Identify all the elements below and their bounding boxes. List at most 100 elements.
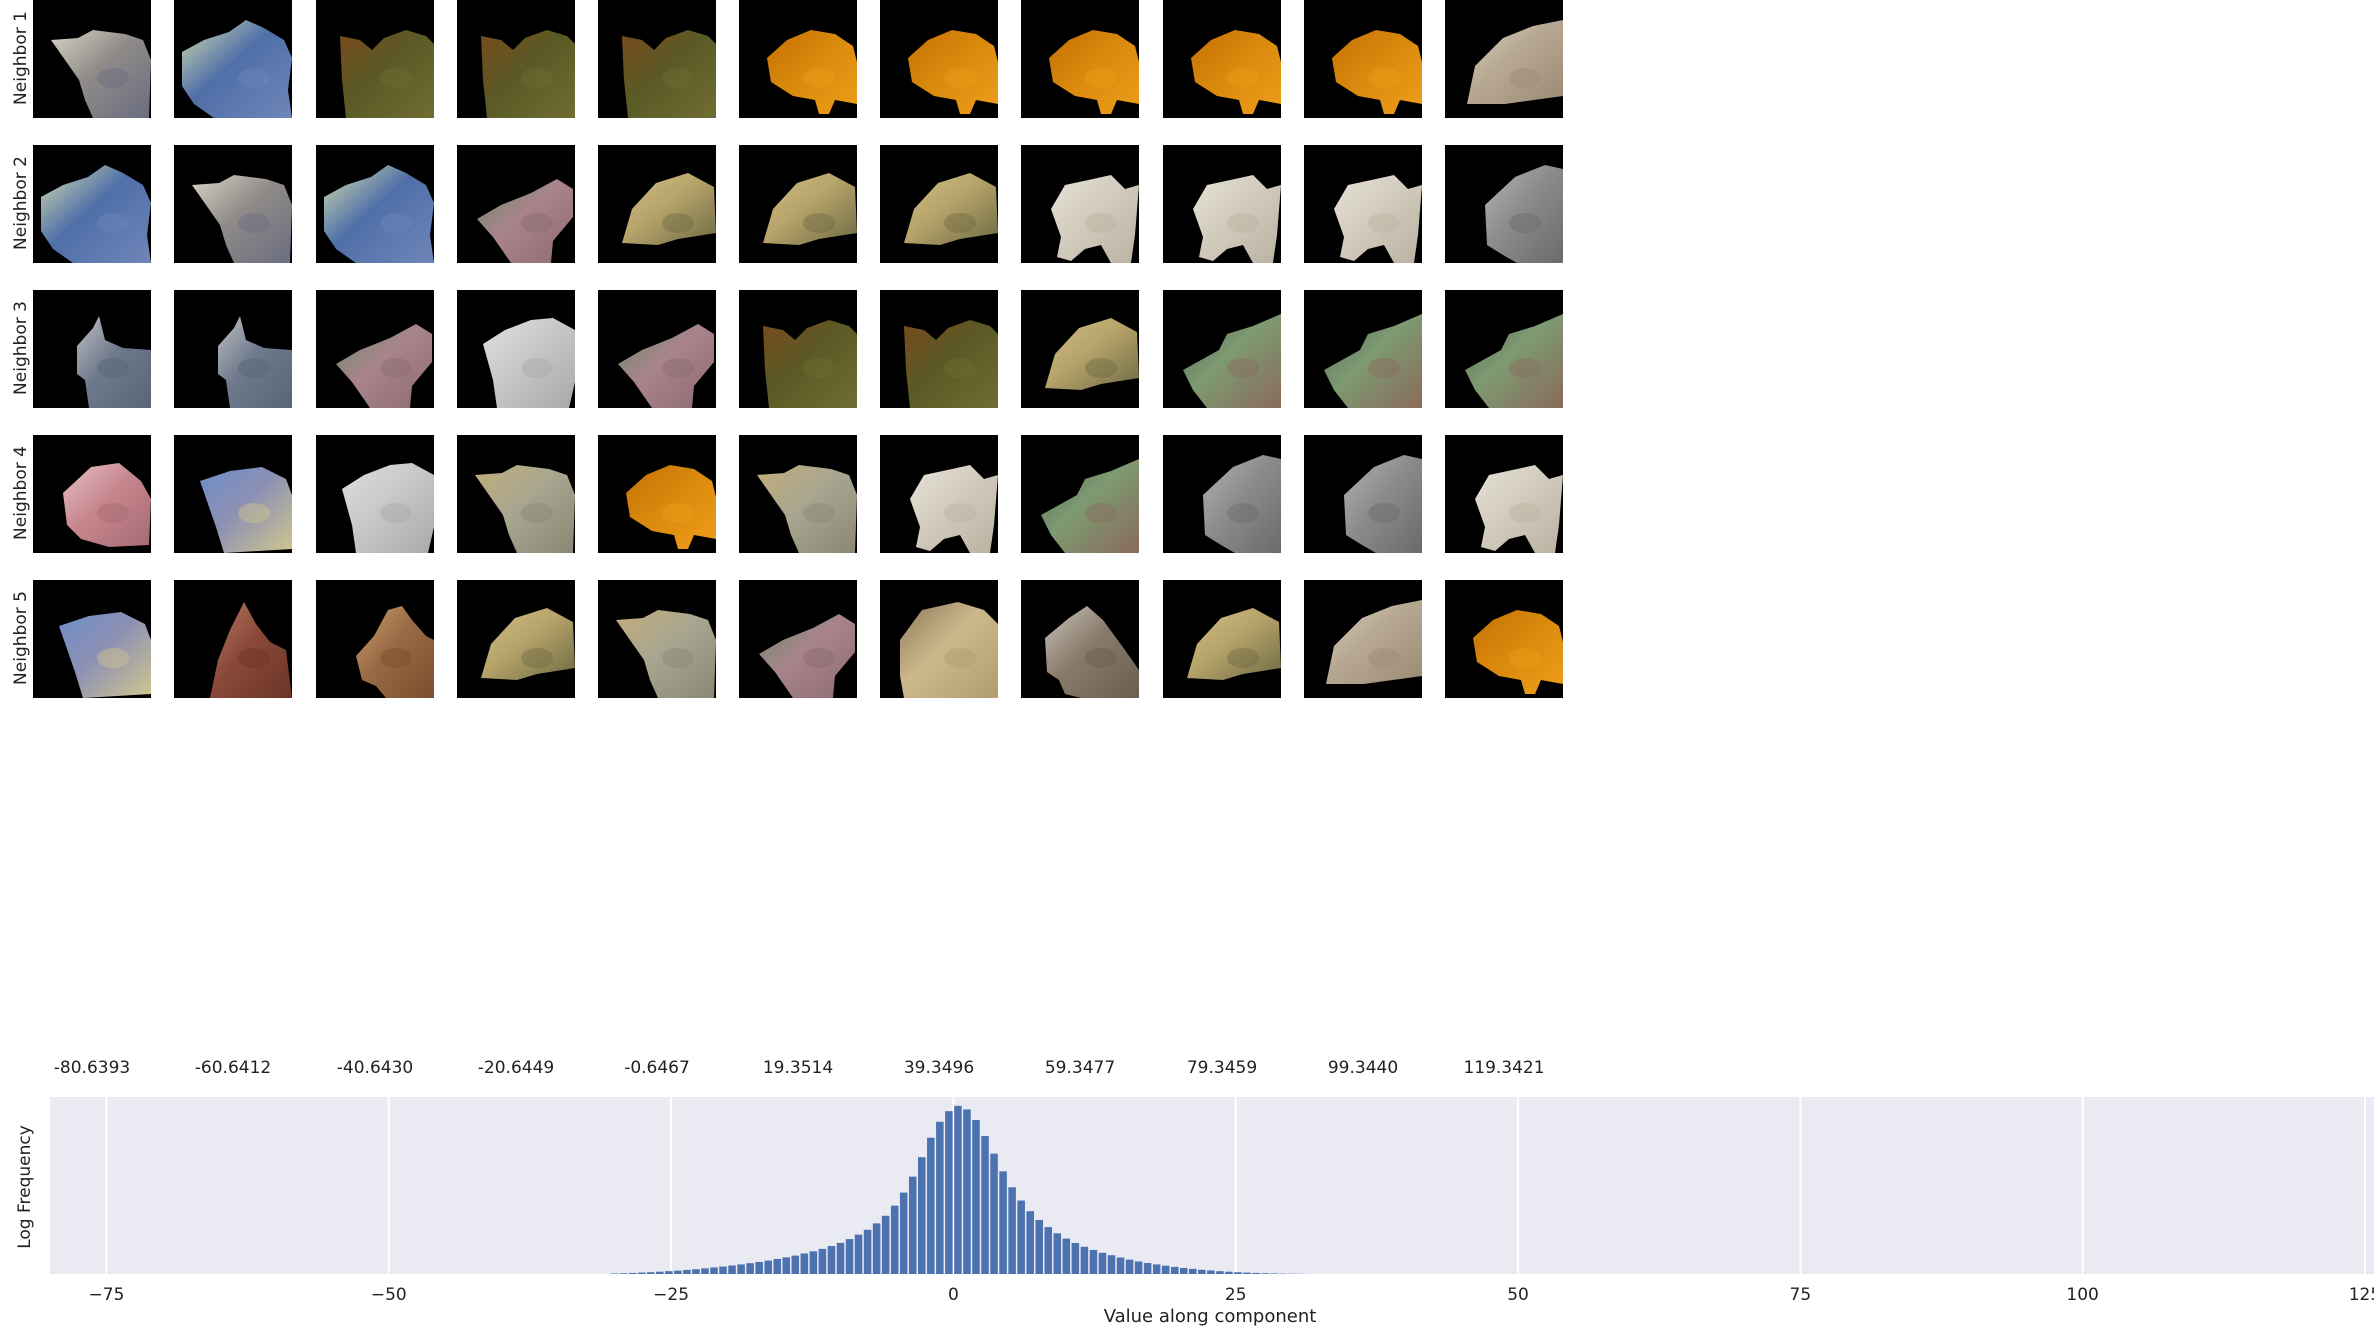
object-patch <box>77 316 151 408</box>
object-patch <box>1041 459 1139 553</box>
object-patch-detail <box>380 358 412 378</box>
histogram-bar <box>1234 1272 1242 1274</box>
neighbor-image <box>767 30 857 114</box>
histogram-x-tick-label: 0 <box>948 1285 959 1305</box>
histogram-bar <box>728 1265 736 1274</box>
neighbor-image <box>324 165 434 263</box>
histogram-bar <box>1080 1246 1089 1274</box>
neighbor-image <box>1049 30 1139 114</box>
neighbor-image <box>1203 455 1281 553</box>
object-patch-detail <box>944 213 976 233</box>
histogram-x-tick-label: 100 <box>2066 1285 2098 1305</box>
object-patch <box>1485 165 1563 263</box>
histogram-bar <box>872 1223 881 1274</box>
histogram-bar <box>610 1273 619 1274</box>
neighbor-image <box>759 614 855 698</box>
neighbor-image <box>218 316 292 408</box>
neighbor-image-tile <box>174 145 292 263</box>
object-patch <box>626 465 716 549</box>
neighbor-image-tile <box>1445 145 1563 263</box>
histogram-bar <box>945 1111 953 1274</box>
neighbor-image <box>59 612 151 698</box>
object-patch-detail <box>803 648 835 668</box>
neighbor-image-tile <box>457 145 575 263</box>
object-patch <box>1326 600 1422 684</box>
histogram-bar <box>1180 1267 1188 1274</box>
object-patch-detail <box>97 648 129 668</box>
neighbor-image <box>1344 455 1422 553</box>
histogram-bar <box>1189 1268 1197 1274</box>
neighbor-image-tile <box>457 0 575 118</box>
object-patch <box>900 602 998 698</box>
object-patch-detail <box>662 213 694 233</box>
neighbor-image <box>1045 606 1139 698</box>
object-patch-detail <box>1227 503 1259 523</box>
neighbor-image-tile <box>316 435 434 553</box>
histogram-bar <box>637 1272 646 1274</box>
object-patch <box>910 465 998 553</box>
object-patch <box>63 463 151 547</box>
neighbor-image-tile <box>1021 290 1139 408</box>
object-patch-detail <box>662 503 694 523</box>
object-patch <box>51 30 151 118</box>
object-patch-detail <box>662 358 694 378</box>
object-patch-detail <box>944 68 976 88</box>
histogram-bar <box>890 1205 899 1274</box>
neighbor-image-tile <box>1304 145 1422 263</box>
neighbor-image <box>51 30 151 118</box>
histogram-bars <box>610 1105 1305 1274</box>
histogram-bar <box>1116 1257 1125 1274</box>
neighbor-image-tile <box>1304 435 1422 553</box>
object-patch-detail <box>944 358 976 378</box>
neighbor-image <box>481 608 575 680</box>
neighbor-image <box>618 324 714 408</box>
neighbor-image-tile <box>174 580 292 698</box>
neighbor-image <box>904 173 998 245</box>
neighbor-image <box>910 465 998 553</box>
neighbor-image <box>757 465 857 553</box>
object-patch-detail <box>1227 68 1259 88</box>
column-value-label: -80.6393 <box>53 1058 131 1078</box>
histogram-plot-area <box>50 1097 2374 1274</box>
object-patch-detail <box>1509 648 1541 668</box>
object-patch-detail <box>662 68 694 88</box>
histogram-bar <box>1098 1252 1107 1274</box>
histogram-bar <box>1017 1200 1025 1274</box>
neighbor-image-tile <box>880 435 998 553</box>
neighbor-image-tile <box>457 435 575 553</box>
object-patch-detail <box>97 358 129 378</box>
neighbor-image <box>1465 314 1563 408</box>
neighbor-image-tile <box>1445 435 1563 553</box>
object-patch-detail <box>521 213 553 233</box>
neighbor-image <box>1191 30 1281 114</box>
object-patch-detail <box>803 503 835 523</box>
neighbor-image <box>200 467 292 553</box>
object-patch-detail <box>1368 648 1400 668</box>
object-patch-detail <box>1509 213 1541 233</box>
neighbor-image-tile <box>33 290 151 408</box>
neighbor-image <box>626 465 716 549</box>
object-patch <box>1465 314 1563 408</box>
object-patch <box>1324 314 1422 408</box>
neighbor-image-tile <box>1163 145 1281 263</box>
neighbor-image <box>1051 175 1139 263</box>
object-patch <box>759 614 855 698</box>
object-patch <box>192 175 292 263</box>
object-patch <box>1473 610 1563 694</box>
histogram-bar <box>1062 1238 1071 1274</box>
neighbor-image-tile <box>1021 435 1139 553</box>
object-patch <box>340 30 434 118</box>
neighbor-image-tile <box>1163 435 1281 553</box>
neighbor-image <box>356 606 434 698</box>
object-patch-detail <box>1085 213 1117 233</box>
neighbor-image-tile <box>880 580 998 698</box>
histogram-bar <box>999 1171 1007 1274</box>
neighbor-image-tile <box>598 435 716 553</box>
neighbor-image-tile <box>739 145 857 263</box>
neighbor-image <box>900 602 998 698</box>
object-patch <box>767 30 857 114</box>
object-patch-detail <box>238 648 270 668</box>
histogram-bar <box>981 1135 989 1274</box>
object-patch-detail <box>521 503 553 523</box>
